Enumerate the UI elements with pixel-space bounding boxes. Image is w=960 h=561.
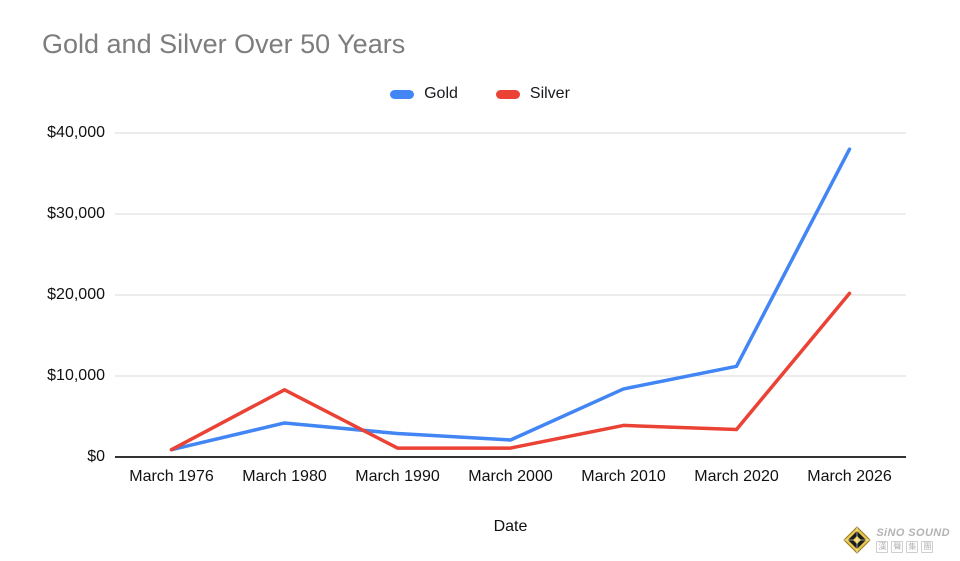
gold-series-swatch <box>390 89 415 99</box>
legend: Gold Silver <box>0 84 960 104</box>
x-axis-title: Date <box>493 518 528 535</box>
watermark-brand-text: SiNO SOUND <box>876 526 950 539</box>
legend-item-gold[interactable]: Gold <box>390 85 458 103</box>
watermark: SiNO SOUND 漢聲集團 <box>839 524 954 556</box>
watermark-chinese-char: 集 <box>906 540 919 553</box>
watermark-chinese-char: 團 <box>921 540 934 553</box>
silver-series-swatch <box>495 89 520 99</box>
legend-label-silver: Silver <box>529 85 570 102</box>
legend-item-silver[interactable]: Silver <box>495 85 570 103</box>
sino-sound-logo-icon <box>843 526 872 554</box>
watermark-chinese-char: 聲 <box>891 540 904 553</box>
silver-line[interactable] <box>169 291 852 452</box>
watermark-chinese-text: 漢聲集團 <box>876 540 950 553</box>
gold-line[interactable] <box>169 147 852 452</box>
legend-label-gold: Gold <box>424 85 458 102</box>
watermark-chinese-char: 漢 <box>876 540 889 553</box>
chart-title: Gold and Silver Over 50 Years <box>42 29 406 59</box>
